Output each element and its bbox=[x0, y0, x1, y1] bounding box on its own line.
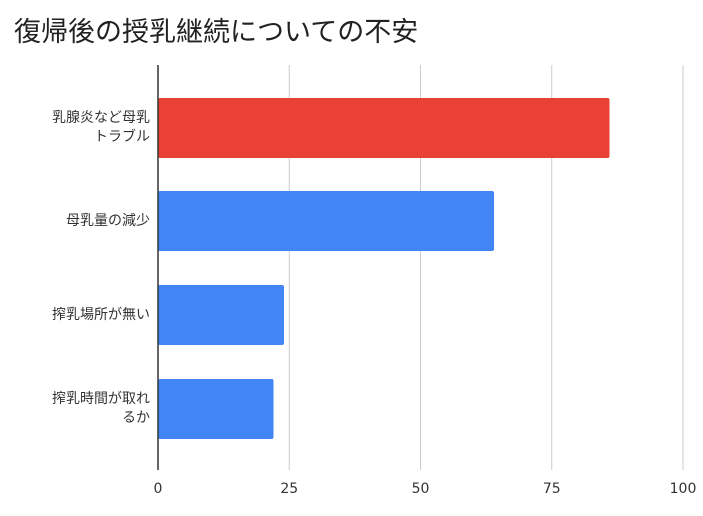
x-tick-label: 50 bbox=[411, 481, 430, 497]
category-label: 乳腺炎など母乳 トラブル bbox=[52, 110, 150, 145]
chart-title: 復帰後の授乳継続についての不安 bbox=[14, 17, 419, 48]
bar bbox=[158, 191, 494, 251]
bar bbox=[158, 98, 610, 158]
category-label: 搾乳場所が無い bbox=[52, 306, 150, 323]
x-tick-label: 100 bbox=[669, 481, 697, 497]
x-tick-label: 0 bbox=[153, 481, 163, 497]
bar bbox=[158, 285, 284, 345]
bar bbox=[158, 379, 274, 439]
x-tick-label: 25 bbox=[280, 481, 299, 497]
category-label: 搾乳時間が取れ るか bbox=[52, 391, 150, 426]
category-label: 母乳量の減少 bbox=[66, 212, 150, 229]
x-tick-label: 75 bbox=[542, 481, 561, 497]
